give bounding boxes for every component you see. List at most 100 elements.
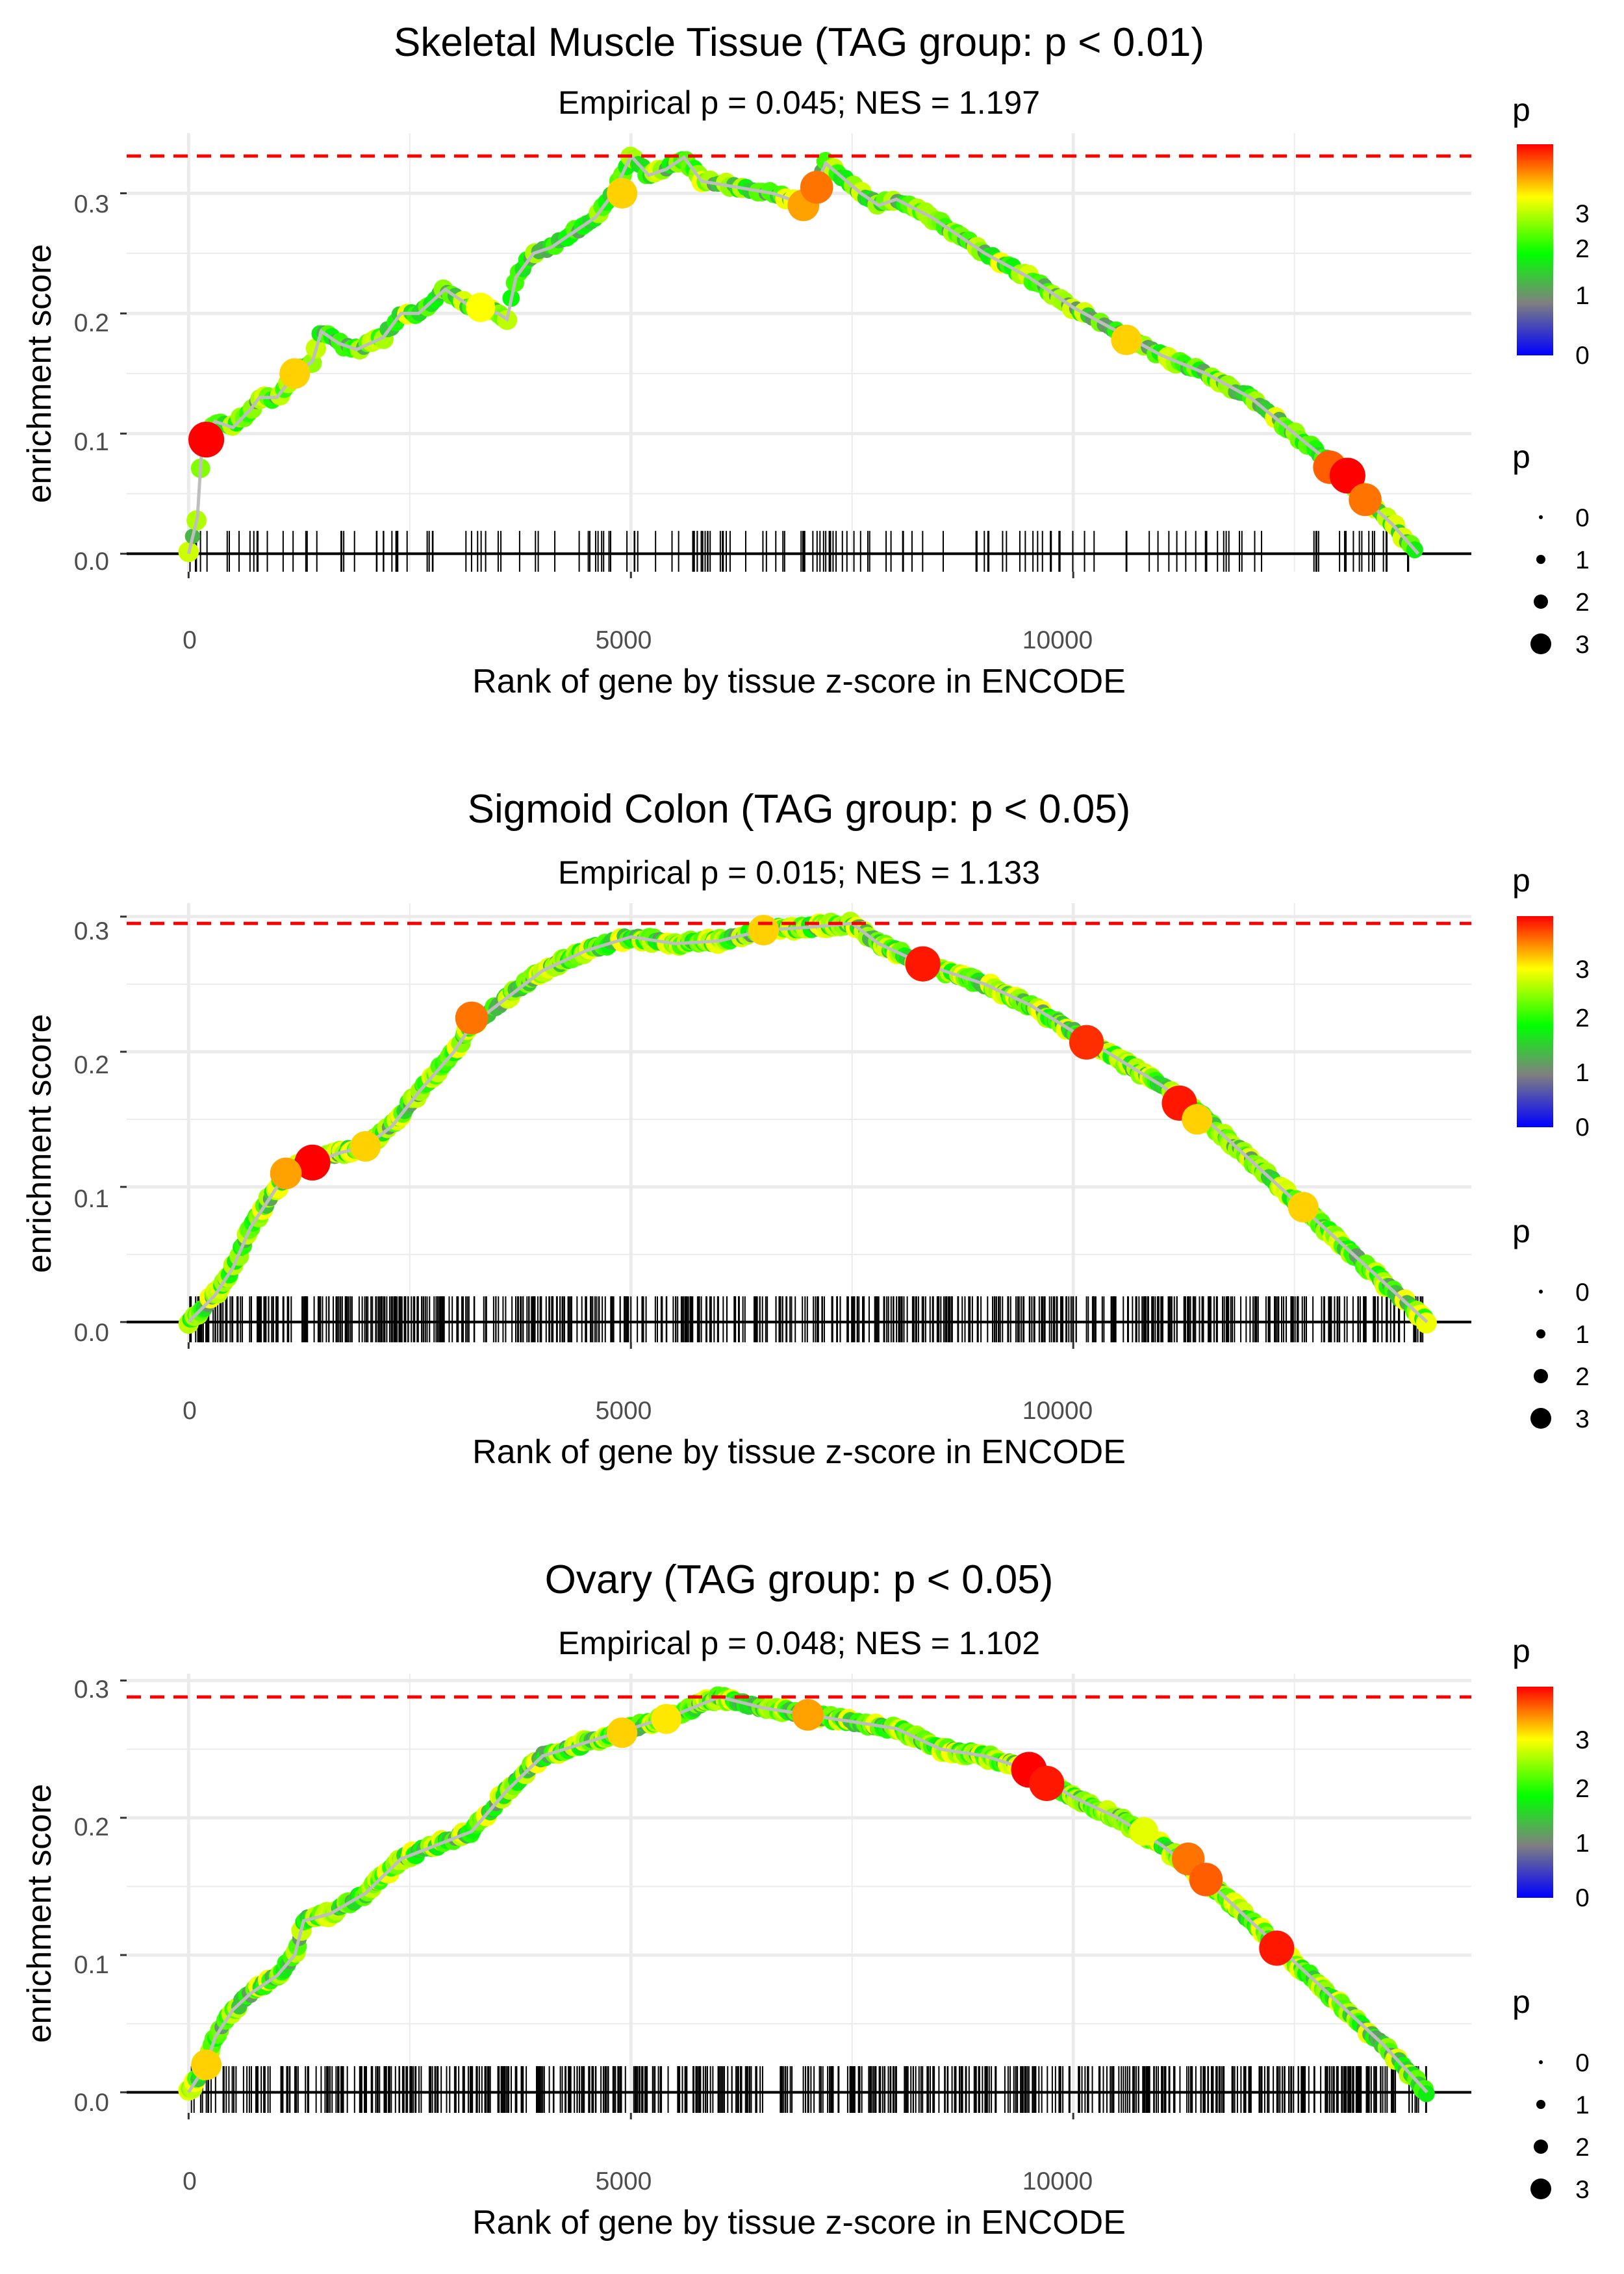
color-legend-label: 1 — [1575, 1059, 1590, 1087]
color-legend-title: p — [1512, 1633, 1530, 1669]
y-tick-label: 0.3 — [74, 1676, 109, 1704]
color-legend-label: 1 — [1575, 282, 1590, 310]
size-legend-dot — [1536, 2100, 1545, 2109]
x-tick-label: 0 — [183, 1397, 197, 1425]
x-axis-title: Rank of gene by tissue z-score in ENCODE — [472, 2204, 1126, 2242]
x-axis-title: Rank of gene by tissue z-score in ENCODE — [472, 663, 1126, 700]
highlight-point — [1129, 1817, 1159, 1846]
y-axis-title: enrichment score — [21, 244, 58, 504]
highlight-point — [1111, 324, 1142, 355]
size-legend-title: p — [1512, 439, 1530, 475]
size-legend-dot — [1536, 555, 1545, 564]
size-legend-label: 2 — [1575, 2134, 1590, 2162]
gene-points — [178, 912, 1438, 1334]
color-legend-label: 0 — [1575, 342, 1590, 370]
highlight-point — [607, 177, 638, 209]
y-axis-title: enrichment score — [21, 1014, 58, 1273]
color-legend-label: 2 — [1575, 1775, 1590, 1803]
color-legend-label: 0 — [1575, 1114, 1590, 1142]
gene-point — [1417, 2085, 1435, 2102]
color-legend: p 3 2 1 0 — [1512, 862, 1590, 1142]
panel-sigmoid-colon: Sigmoid Colon (TAG group: p < 0.05) Empi… — [21, 787, 1590, 1471]
x-tick-label: 10000 — [1022, 1397, 1093, 1425]
size-legend-dot — [1534, 594, 1548, 609]
rug-marks — [189, 1296, 1424, 1342]
plot-area — [120, 903, 1471, 1349]
size-legend-dot — [1530, 633, 1551, 654]
highlight-point — [651, 1704, 681, 1734]
rug-marks — [190, 2066, 1427, 2113]
highlight-point — [1259, 1930, 1295, 1966]
color-legend: p 3 2 1 0 — [1512, 92, 1590, 370]
x-tick-label: 10000 — [1022, 2167, 1093, 2195]
y-tick-label: 0.0 — [74, 548, 109, 576]
y-tick-label: 0.1 — [74, 428, 109, 456]
color-legend-label: 3 — [1575, 956, 1590, 984]
size-legend-label: 3 — [1575, 1405, 1590, 1433]
color-legend-bar — [1517, 1687, 1553, 1898]
rug-marks — [189, 531, 1410, 572]
highlight-point — [1029, 1765, 1065, 1802]
color-legend-title: p — [1512, 862, 1530, 899]
y-tick-label: 0.0 — [74, 1319, 109, 1347]
color-legend-label: 3 — [1575, 200, 1590, 228]
highlight-point — [800, 170, 833, 204]
highlight-point — [792, 1698, 824, 1731]
highlight-point — [1329, 457, 1365, 494]
chart-title: Ovary (TAG group: p < 0.05) — [545, 1557, 1054, 1602]
highlight-point — [1189, 1863, 1223, 1897]
x-axis-title: Rank of gene by tissue z-score in ENCODE — [472, 1433, 1126, 1471]
size-legend-title: p — [1512, 1984, 1530, 2020]
size-legend-label: 0 — [1575, 1279, 1590, 1307]
size-legend-dot — [1539, 515, 1543, 519]
highlight-point — [270, 1157, 302, 1190]
x-tick-label: 5000 — [596, 2167, 652, 2195]
y-tick-label: 0.0 — [74, 2089, 109, 2117]
plot-area — [120, 133, 1471, 578]
highlight-point — [748, 915, 780, 946]
highlight-point — [466, 292, 496, 322]
y-tick-label: 0.2 — [74, 309, 109, 337]
plot-area — [120, 1674, 1471, 2119]
size-legend-label: 0 — [1575, 2049, 1590, 2077]
y-tick-label: 0.1 — [74, 1185, 109, 1213]
highlight-point — [188, 422, 225, 458]
chart-subtitle: Empirical p = 0.015; NES = 1.133 — [558, 854, 1040, 891]
highlight-point — [607, 1717, 638, 1748]
size-legend-label: 1 — [1575, 546, 1590, 574]
y-tick-label: 0.3 — [74, 190, 109, 218]
highlight-point — [1069, 1025, 1104, 1060]
highlight-point — [905, 946, 941, 982]
size-legend-dot — [1534, 1369, 1548, 1383]
x-tick-label: 5000 — [596, 1397, 652, 1425]
chart-title: Skeletal Muscle Tissue (TAG group: p < 0… — [394, 20, 1204, 65]
size-legend-label: 0 — [1575, 504, 1590, 532]
size-legend-label: 3 — [1575, 631, 1590, 659]
size-legend-label: 1 — [1575, 1321, 1590, 1349]
highlight-point — [1288, 1192, 1319, 1223]
size-legend-dot — [1530, 1408, 1551, 1429]
x-tick-label: 10000 — [1022, 626, 1093, 654]
chart-subtitle: Empirical p = 0.048; NES = 1.102 — [558, 1625, 1040, 1661]
x-tick-label: 5000 — [596, 626, 652, 654]
x-tick-label: 0 — [183, 626, 197, 654]
panel-skeletal-muscle: Skeletal Muscle Tissue (TAG group: p < 0… — [21, 20, 1590, 700]
color-legend-bar — [1517, 144, 1553, 355]
color-legend-label: 2 — [1575, 235, 1590, 263]
color-legend-label: 0 — [1575, 1884, 1590, 1912]
color-legend: p 3 2 1 0 — [1512, 1633, 1590, 1912]
highlight-point — [279, 358, 311, 389]
size-legend-dot — [1530, 2178, 1551, 2199]
highlight-point — [294, 1144, 331, 1181]
y-tick-label: 0.3 — [74, 917, 109, 945]
size-legend-label: 3 — [1575, 2176, 1590, 2204]
color-legend-title: p — [1512, 92, 1530, 128]
size-legend-dot — [1536, 1329, 1545, 1338]
y-tick-label: 0.1 — [74, 1951, 109, 1979]
size-legend-label: 2 — [1575, 1363, 1590, 1391]
highlight-point — [455, 1001, 488, 1035]
size-legend-dot — [1539, 2060, 1543, 2064]
y-tick-label: 0.2 — [74, 1051, 109, 1079]
y-axis-title: enrichment score — [21, 1784, 58, 2043]
